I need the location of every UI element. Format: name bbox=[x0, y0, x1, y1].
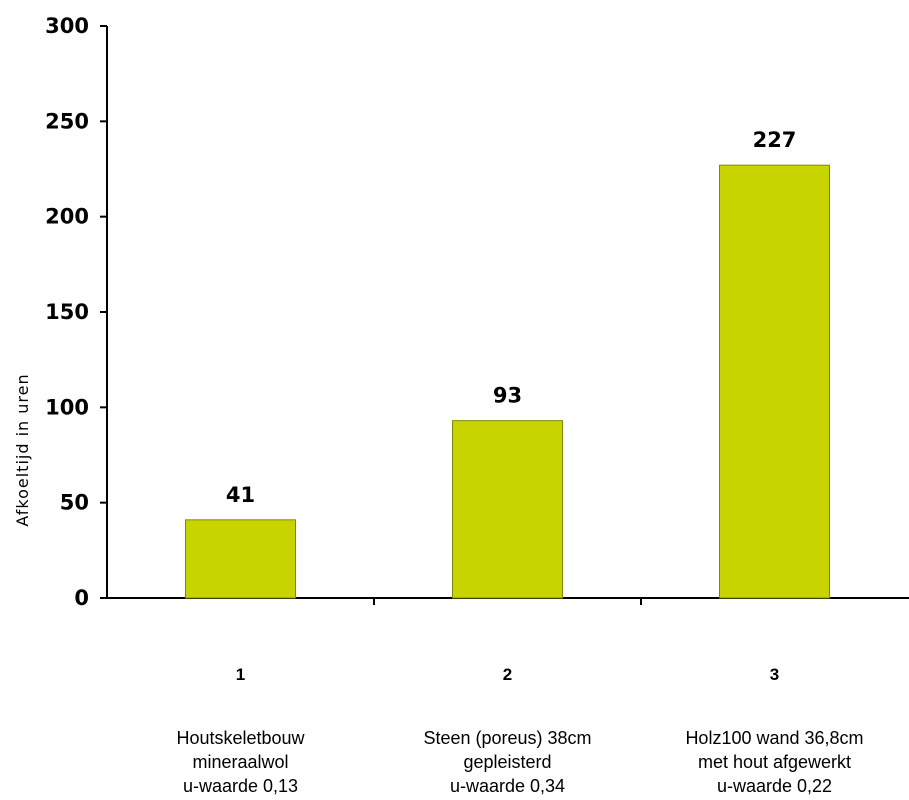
category-description: u-waarde 0,34 bbox=[450, 776, 565, 796]
category-labels: 1 Houtskeletbouw mineraalwol u-waarde 0,13 2… bbox=[176, 665, 863, 796]
bar bbox=[452, 420, 563, 599]
bars bbox=[185, 164, 830, 599]
category-description: mineraalwol bbox=[192, 752, 288, 772]
data-label: 227 bbox=[753, 128, 797, 152]
data-labels: 41 93 227 bbox=[226, 128, 797, 507]
y-tick-label: 250 bbox=[45, 109, 89, 133]
y-tick-label: 0 bbox=[74, 586, 89, 610]
category-description: met hout afgewerkt bbox=[698, 752, 851, 772]
y-tick-label: 300 bbox=[45, 14, 89, 38]
y-tick-label: 100 bbox=[45, 395, 89, 419]
y-tick-label: 150 bbox=[45, 300, 89, 324]
category-description: u-waarde 0,13 bbox=[183, 776, 298, 796]
y-axis-label: Afkoeltijd in uren bbox=[13, 373, 32, 526]
bar bbox=[185, 519, 296, 599]
category-description: u-waarde 0,22 bbox=[717, 776, 832, 796]
x-tick-label: 3 bbox=[770, 665, 779, 684]
category-description: Holz100 wand 36,8cm bbox=[685, 728, 863, 748]
data-label: 93 bbox=[493, 384, 522, 408]
x-tick-label: 2 bbox=[503, 665, 512, 684]
data-label: 41 bbox=[226, 483, 255, 507]
y-tick-label: 200 bbox=[45, 205, 89, 229]
x-tick-label: 1 bbox=[236, 665, 245, 684]
y-tick-label: 50 bbox=[60, 491, 89, 515]
category-description: gepleisterd bbox=[463, 752, 551, 772]
category-description: Steen (poreus) 38cm bbox=[423, 728, 591, 748]
bar bbox=[719, 164, 830, 599]
category-description: Houtskeletbouw bbox=[176, 728, 305, 748]
y-axis-ticks: 0 50 100 150 200 250 300 bbox=[45, 14, 107, 610]
